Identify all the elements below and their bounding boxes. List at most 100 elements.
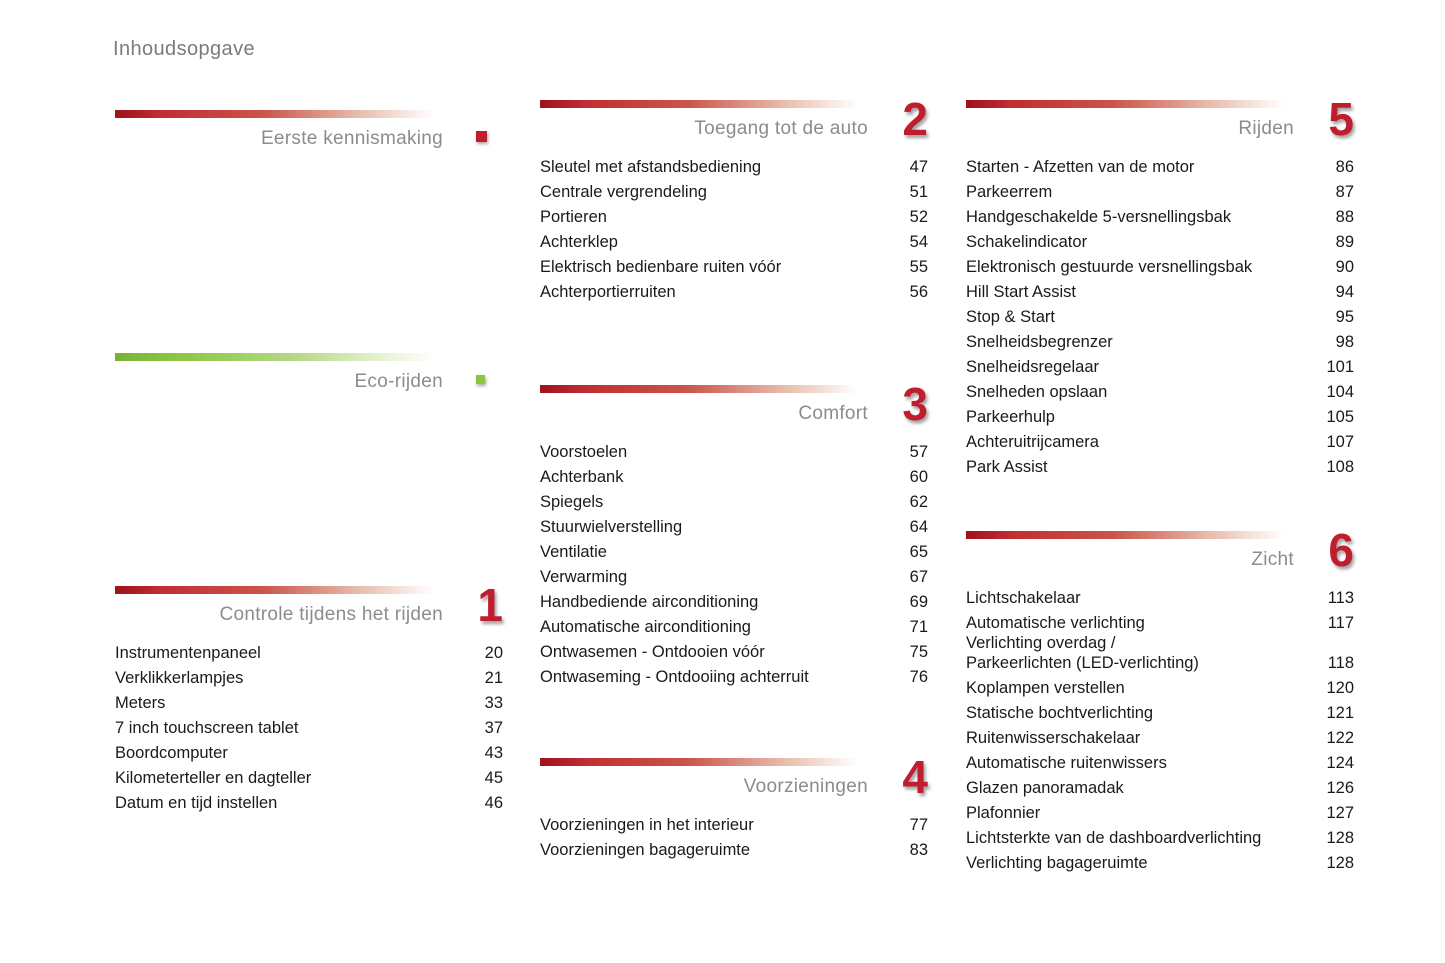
toc-entry-row: Voorstoelen 57 xyxy=(540,437,928,462)
section-entries: Voorzieningen in het interieur 77 Voorzien… xyxy=(540,810,928,860)
toc-entry-page-number: 128 xyxy=(1326,829,1354,847)
toc-entry-label: Parkeerrem xyxy=(966,183,1053,201)
section-title: Voorzieningen xyxy=(743,776,868,797)
toc-entry-row: Snelheidsregelaar 101 xyxy=(966,352,1354,377)
toc-entry-row: Verlichting overdag / Parkeerlichten (LE… xyxy=(966,633,1354,673)
toc-entry-row: Ruitenwisserschakelaar 122 xyxy=(966,723,1354,748)
section-gradient-bar xyxy=(115,110,443,118)
toc-entry-label: Verwarming xyxy=(540,568,628,586)
toc-entry-label: Boordcomputer xyxy=(115,744,228,762)
toc-entry-label: 7 inch touchscreen tablet xyxy=(115,719,299,737)
toc-entry-label: Ontwasemen - Ontdooien vóór xyxy=(540,643,765,661)
toc-entry-page-number: 95 xyxy=(1335,308,1354,326)
toc-entry-page-number: 77 xyxy=(909,816,928,834)
section-title: Eerste kennismaking xyxy=(260,128,443,149)
section-title: Eco-rijden xyxy=(354,371,443,392)
toc-entry-label: Automatische airconditioning xyxy=(540,618,751,636)
toc-entry-label: Verklikkerlampjes xyxy=(115,669,244,687)
toc-entry-label: Snelheden opslaan xyxy=(966,383,1108,401)
toc-entry-label: Ventilatie xyxy=(540,543,607,561)
toc-entry-page-number: 43 xyxy=(484,744,503,762)
section-number: 1 xyxy=(477,579,503,631)
toc-entry-page-number: 107 xyxy=(1326,433,1354,451)
section-title: Comfort xyxy=(798,403,868,424)
toc-entry-page-number: 64 xyxy=(909,518,928,536)
toc-entry-row: Verklikkerlampjes 21 xyxy=(115,663,503,688)
toc-entry-row: Instrumentenpaneel 20 xyxy=(115,638,503,663)
toc-entry-label: Starten - Afzetten van de motor xyxy=(966,158,1195,176)
toc-entry-row: Snelheden opslaan 104 xyxy=(966,377,1354,402)
toc-entry-page-number: 71 xyxy=(909,618,928,636)
toc-entry-page-number: 45 xyxy=(484,769,503,787)
toc-entry-label: Automatische verlichting xyxy=(966,614,1145,632)
toc-entry-row: Park Assist 108 xyxy=(966,452,1354,477)
toc-entry-label: Meters xyxy=(115,694,166,712)
toc-entry-page-number: 86 xyxy=(1335,158,1354,176)
toc-entry-page-number: 120 xyxy=(1326,679,1354,697)
toc-entry-page-number: 94 xyxy=(1335,283,1354,301)
toc-entry-label: Verlichting overdag / Parkeerlichten (LE… xyxy=(966,634,1199,672)
section-gradient-bar xyxy=(966,531,1294,539)
toc-entry-row: Centrale vergrendeling 51 xyxy=(540,177,928,202)
section-number: 5 xyxy=(1328,93,1354,145)
toc-entry-page-number: 75 xyxy=(909,643,928,661)
toc-entry-page-number: 87 xyxy=(1335,183,1354,201)
toc-entry-label: Koplampen verstellen xyxy=(966,679,1125,697)
toc-entry-label: Spiegels xyxy=(540,493,604,511)
section-number: 2 xyxy=(902,93,928,145)
toc-entry-page-number: 33 xyxy=(484,694,503,712)
toc-entry-page-number: 104 xyxy=(1326,383,1354,401)
toc-entry-label: Sleutel met afstandsbediening xyxy=(540,158,762,176)
toc-entry-page-number: 89 xyxy=(1335,233,1354,251)
section-comfort: Comfort 3 Voorstoelen 57 Achterbank 60 Spieg… xyxy=(540,381,928,687)
toc-entry-row: Spiegels 62 xyxy=(540,487,928,512)
section-gradient-bar xyxy=(540,100,868,108)
toc-entry-row: Ontwasemen - Ontdooien vóór 75 xyxy=(540,637,928,662)
toc-entry-page-number: 83 xyxy=(909,841,928,859)
toc-entry-row: Parkeerhulp 105 xyxy=(966,402,1354,427)
toc-entry-label: Plafonnier xyxy=(966,804,1041,822)
toc-entry-row: Handgeschakelde 5-versnellingsbak 88 xyxy=(966,202,1354,227)
toc-entry-label: Snelheidsbegrenzer xyxy=(966,333,1113,351)
toc-entry-row: Verwarming 67 xyxy=(540,562,928,587)
toc-entry-page-number: 65 xyxy=(909,543,928,561)
toc-entry-label: Voorstoelen xyxy=(540,443,628,461)
toc-entry-label: Kilometerteller en dagteller xyxy=(115,769,312,787)
toc-entry-page-number: 54 xyxy=(909,233,928,251)
toc-entry-row: Statische bochtverlichting 121 xyxy=(966,698,1354,723)
toc-entry-label: Datum en tijd instellen xyxy=(115,794,278,812)
section-number: 4 xyxy=(902,751,928,803)
section-gradient-bar xyxy=(966,100,1294,108)
section-entries: Sleutel met afstandsbediening 47 Centrale … xyxy=(540,152,928,302)
toc-entry-row: Handbediende airconditioning 69 xyxy=(540,587,928,612)
toc-entry-row: Lichtschakelaar 113 xyxy=(966,583,1354,608)
toc-entry-page-number: 60 xyxy=(909,468,928,486)
green-square-marker xyxy=(476,375,485,384)
toc-entry-page-number: 62 xyxy=(909,493,928,511)
toc-entry-page-number: 46 xyxy=(484,794,503,812)
page-title: Inhoudsopgave xyxy=(113,38,255,60)
toc-entry-page-number: 101 xyxy=(1326,358,1354,376)
toc-entry-page-number: 117 xyxy=(1327,614,1354,632)
toc-entry-row: Glazen panoramadak 126 xyxy=(966,773,1354,798)
toc-entry-row: Lichtsterkte van de dashboardverlichting… xyxy=(966,823,1354,848)
toc-entry-label: Portieren xyxy=(540,208,607,226)
section-rijden: Rijden 5 Starten - Afzetten van de motor… xyxy=(966,96,1354,477)
toc-entry-row: Automatische verlichting 117 xyxy=(966,608,1354,633)
toc-entry-page-number: 105 xyxy=(1326,408,1354,426)
toc-entry-page-number: 55 xyxy=(909,258,928,276)
toc-entry-label: Stuurwielverstelling xyxy=(540,518,683,536)
toc-entry-row: Achteruitrijcamera 107 xyxy=(966,427,1354,452)
toc-entry-label: Ontwaseming - Ontdooiing achterruit xyxy=(540,668,809,686)
toc-entry-page-number: 21 xyxy=(484,669,503,687)
toc-entry-page-number: 69 xyxy=(909,593,928,611)
toc-entry-row: Portieren 52 xyxy=(540,202,928,227)
toc-entry-label: Elektrisch bedienbare ruiten vóór xyxy=(540,258,782,276)
toc-entry-page-number: 118 xyxy=(1327,654,1354,672)
toc-entry-page-number: 122 xyxy=(1326,729,1354,747)
toc-entry-page-number: 37 xyxy=(484,719,503,737)
toc-entry-row: Snelheidsbegrenzer 98 xyxy=(966,327,1354,352)
section-zicht: Zicht 6 Lichtschakelaar 113 Automatische v… xyxy=(966,527,1354,873)
toc-entry-page-number: 67 xyxy=(909,568,928,586)
